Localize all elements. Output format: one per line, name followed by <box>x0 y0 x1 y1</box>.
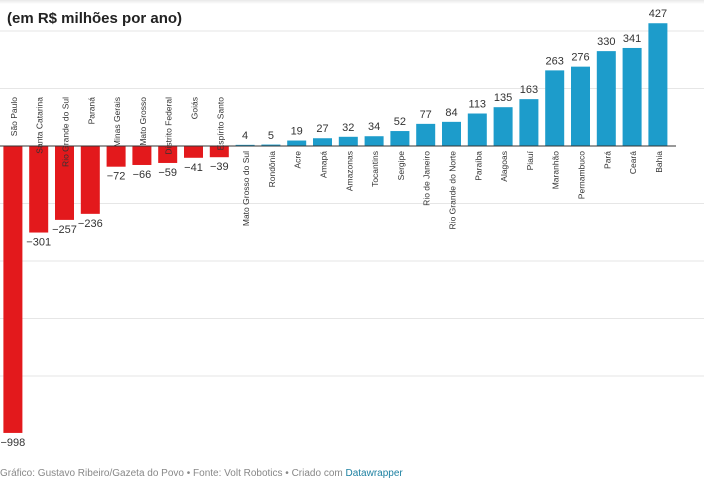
value-label: 163 <box>520 84 538 96</box>
bar <box>55 146 74 220</box>
bar <box>80 146 100 214</box>
value-label: 4 <box>242 130 248 142</box>
value-label: 341 <box>623 33 641 45</box>
category-label: Amapá <box>319 151 329 178</box>
category-label: Espírito Santo <box>215 97 225 151</box>
value-label: 84 <box>445 107 457 119</box>
category-label: Mato Grosso <box>138 97 148 146</box>
value-label: 113 <box>469 99 487 111</box>
category-labels: São Paulo Santa Catarina Rio Grande do Sul… <box>9 97 664 230</box>
bar <box>132 146 152 165</box>
category-label: Bahia <box>654 151 664 173</box>
bar <box>29 146 49 233</box>
category-label: Piauí <box>525 150 535 170</box>
category-label: Paraná <box>86 97 96 125</box>
category-label: Rio de Janeiro <box>422 151 432 206</box>
bar <box>184 146 203 158</box>
value-label: −301 <box>26 237 51 249</box>
bar <box>519 99 539 146</box>
bar <box>390 131 410 146</box>
value-label: 276 <box>571 52 589 64</box>
value-label: −998 <box>1 437 26 449</box>
value-label: 263 <box>546 55 564 67</box>
category-label: Acre <box>293 151 303 169</box>
bar <box>106 146 126 167</box>
bar <box>261 144 281 146</box>
category-label: Santa Catarina <box>35 97 45 154</box>
bar <box>209 146 229 158</box>
bar <box>596 51 616 146</box>
value-label: 330 <box>597 36 615 48</box>
value-labels: −998 −301−257−236 −72 −66 −59 −41 −39 4 5 19 27 32 3… <box>1 8 668 449</box>
bars <box>3 23 668 433</box>
value-label: −236 <box>78 218 103 230</box>
category-label: Paraíba <box>473 151 483 181</box>
value-label: 427 <box>649 8 667 20</box>
category-label: Sergipe <box>396 151 406 181</box>
bar <box>493 107 513 146</box>
chart-title: (em R$ milhões por ano) <box>7 10 183 27</box>
bar <box>287 140 307 146</box>
bar <box>235 144 255 146</box>
category-label: Maranhão <box>551 151 561 190</box>
bar <box>622 47 642 146</box>
bar <box>416 123 436 146</box>
value-label: 5 <box>268 130 274 142</box>
value-label: −59 <box>158 167 177 179</box>
value-label: −72 <box>107 171 126 183</box>
value-label: −257 <box>52 224 77 236</box>
value-label: 19 <box>291 126 303 138</box>
category-label: Tocantins <box>370 151 380 187</box>
gridlines <box>0 30 704 377</box>
top-divider <box>0 0 704 4</box>
bar <box>313 138 332 146</box>
category-label: Pará <box>602 151 612 169</box>
value-label: 34 <box>368 121 380 133</box>
value-label: 77 <box>420 109 432 121</box>
category-label: Rio Grande do Norte <box>448 151 458 230</box>
category-label: São Paulo <box>9 97 19 136</box>
bar <box>338 136 358 146</box>
category-label: Minas Gerais <box>112 97 122 147</box>
category-label: Rio Grande do Sul <box>61 97 71 167</box>
bar-chart: São Paulo Santa Catarina Rio Grande do Sul… <box>0 8 704 449</box>
value-label: 27 <box>316 123 328 135</box>
bar <box>364 136 384 146</box>
bar <box>571 66 590 146</box>
category-label: Rondônia <box>267 151 277 188</box>
bar <box>158 146 178 163</box>
footer-credit: Gráfico: Gustavo Ribeiro/Gazeta do Povo … <box>0 468 346 479</box>
bar <box>648 23 668 146</box>
value-label: 135 <box>494 92 512 104</box>
value-label: 52 <box>394 116 406 128</box>
datawrapper-link[interactable]: Datawrapper <box>345 468 403 479</box>
category-label: Ceará <box>628 151 638 174</box>
value-label: 32 <box>342 122 354 134</box>
value-label: −39 <box>210 161 229 173</box>
value-label: −66 <box>133 169 152 181</box>
category-label: Pernambuco <box>577 151 587 199</box>
category-label: Goiás <box>190 97 200 119</box>
category-label: Distrito Federal <box>164 97 174 155</box>
value-label: −41 <box>184 162 203 174</box>
bar <box>442 121 461 146</box>
bar <box>545 70 565 146</box>
category-label: Mato Grosso do Sul <box>241 151 251 226</box>
category-label: Amazonas <box>344 151 354 191</box>
footer: Gráfico: Gustavo Ribeiro/Gazeta do Povo … <box>0 468 403 479</box>
bar <box>3 146 23 433</box>
category-label: Alagoas <box>499 151 509 182</box>
bar <box>467 113 487 146</box>
